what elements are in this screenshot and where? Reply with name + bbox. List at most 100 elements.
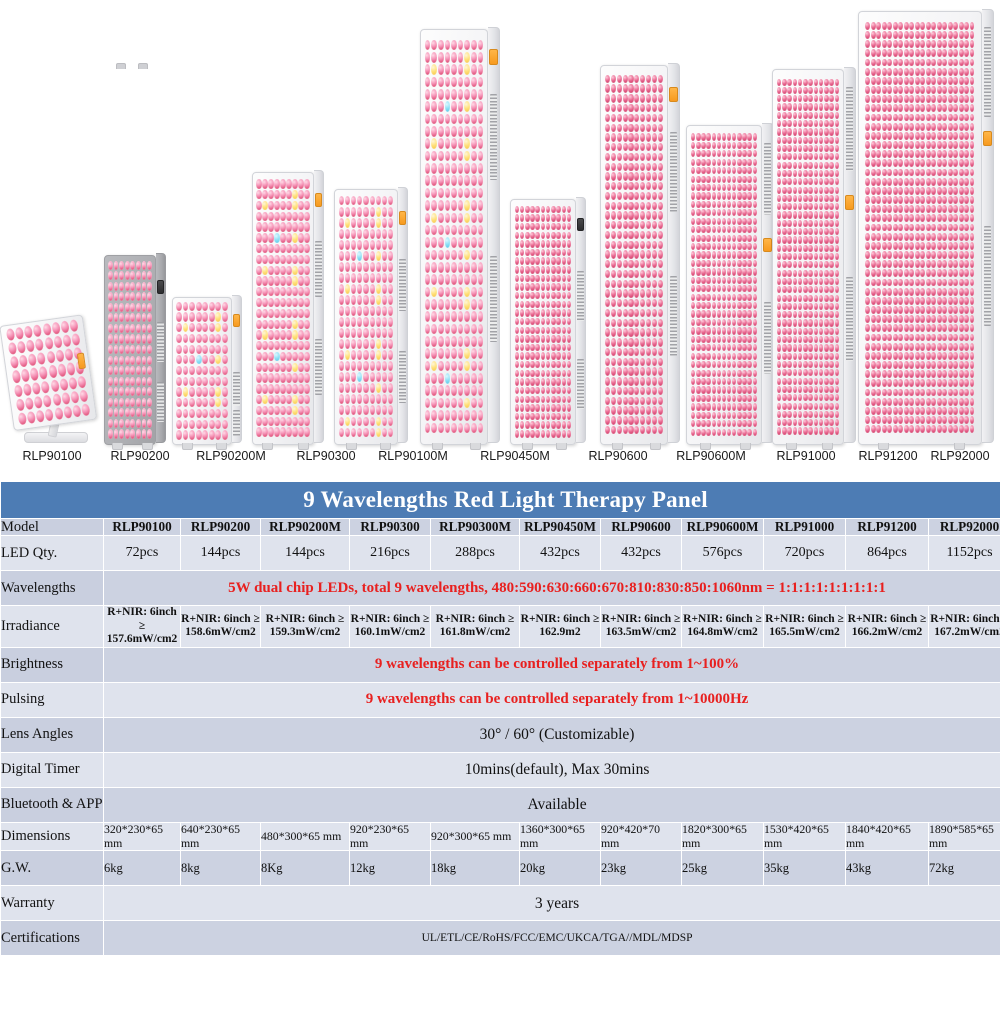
led-dot — [925, 177, 931, 186]
led-dot — [701, 209, 706, 217]
led-dot — [431, 150, 437, 162]
led-dot — [792, 311, 798, 319]
led-dot — [931, 122, 937, 131]
led-dot — [350, 273, 357, 283]
led-dot — [903, 342, 909, 351]
led-dot — [519, 274, 525, 283]
led-dot — [797, 111, 803, 119]
led-dot — [424, 261, 431, 273]
led-dot — [691, 167, 696, 175]
led-dot — [752, 234, 757, 242]
led-dot — [818, 394, 824, 402]
led-dot — [141, 345, 147, 355]
led-dot — [797, 261, 803, 269]
led-dot — [716, 352, 722, 360]
led-dot — [350, 416, 357, 426]
led-dot — [732, 251, 737, 259]
led-dot — [721, 175, 727, 183]
led-dot — [870, 104, 876, 113]
led-dot — [113, 313, 119, 323]
led-dot — [357, 262, 363, 272]
led-dot — [776, 111, 782, 119]
led-dot — [525, 412, 530, 421]
led-dot — [892, 95, 898, 104]
led-dot — [947, 351, 953, 360]
led-dot — [721, 234, 727, 242]
led-dot — [829, 286, 834, 294]
led-dot — [829, 385, 834, 394]
led-dot — [658, 347, 664, 357]
led-dot — [737, 361, 742, 369]
led-dot — [782, 261, 787, 269]
led-dot — [931, 342, 937, 351]
led-dot — [737, 141, 742, 149]
led-dot — [813, 394, 819, 402]
led-dot — [519, 317, 525, 326]
led-dot — [752, 242, 757, 251]
led-dot — [892, 260, 898, 269]
led-dot — [969, 104, 975, 113]
led-dot — [369, 427, 375, 437]
led-dot — [829, 402, 834, 410]
led-dot — [136, 387, 141, 397]
led-dot — [113, 334, 119, 344]
led-dot — [737, 158, 742, 166]
led-dot — [818, 377, 824, 385]
led-dot — [514, 292, 520, 300]
led-dot — [444, 348, 451, 360]
led-dot — [444, 286, 451, 298]
led-dot — [280, 233, 286, 243]
led-dot — [477, 187, 484, 199]
led-dot — [540, 378, 546, 386]
led-dot — [964, 296, 969, 305]
led-dot — [818, 95, 824, 103]
product-image-10 — [772, 67, 856, 450]
led-dot — [726, 352, 732, 360]
led-dot — [119, 366, 124, 376]
led-dot — [865, 342, 871, 351]
led-dot — [903, 141, 909, 149]
led-dot — [514, 386, 520, 395]
led-dot — [803, 286, 808, 294]
led-dot — [561, 317, 567, 326]
led-dot — [535, 421, 540, 429]
led-dot — [818, 236, 824, 244]
led-dot — [732, 302, 737, 310]
led-dot — [782, 161, 787, 169]
led-dot — [903, 241, 909, 250]
led-dot — [622, 221, 628, 230]
led-dot — [292, 362, 298, 372]
led-dot — [189, 419, 195, 429]
led-dot — [752, 318, 757, 327]
led-dot — [834, 111, 840, 119]
led-dot — [424, 88, 431, 100]
led-dot — [818, 319, 824, 327]
led-dot — [113, 302, 119, 312]
led-dot — [280, 416, 286, 426]
led-dot — [540, 292, 546, 300]
led-dot — [925, 150, 931, 159]
led-dot — [136, 334, 141, 344]
led-dot — [369, 306, 375, 316]
led-dot — [551, 222, 556, 231]
led-dot — [829, 145, 834, 153]
led-dot — [640, 94, 646, 103]
led-dot — [829, 161, 834, 169]
led-dot — [829, 352, 834, 360]
cell-gross-weight-3: 8Kg — [260, 850, 350, 887]
led-dot — [525, 205, 530, 214]
led-dot — [141, 260, 147, 270]
led-dot — [646, 250, 652, 259]
led-dot — [136, 260, 141, 270]
led-dot — [870, 278, 876, 287]
led-dot — [881, 141, 887, 149]
led-dot — [256, 427, 262, 437]
led-dot — [706, 167, 711, 175]
led-dot — [280, 427, 286, 437]
led-dot — [457, 237, 464, 248]
led-dot — [292, 405, 298, 416]
led-dot — [444, 336, 451, 347]
led-dot — [782, 385, 787, 394]
led-dot — [470, 163, 477, 174]
led-dot — [953, 196, 958, 204]
